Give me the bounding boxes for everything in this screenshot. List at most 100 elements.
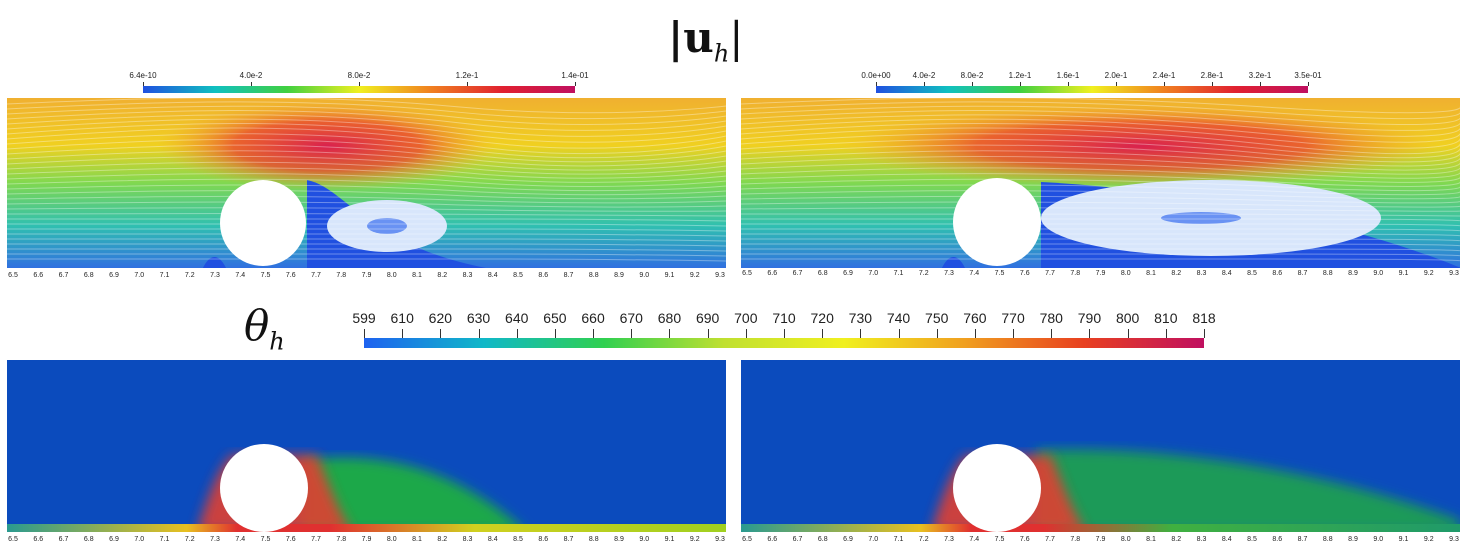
x-axis-tick-label: 6.8	[83, 272, 94, 279]
streamline	[741, 233, 1460, 237]
colorbar-tick-label: 4.0e-2	[239, 71, 263, 80]
streamline	[741, 178, 1460, 192]
streamline	[741, 167, 1460, 183]
streamline	[7, 243, 726, 247]
colorbar-tick-label: 818	[1192, 310, 1216, 326]
x-axis-tick-label: 7.7	[1045, 270, 1055, 277]
x-axis-tick-label: 8.5	[513, 536, 523, 543]
colorbar-tick-mark	[936, 329, 938, 338]
streamline	[741, 218, 1460, 222]
x-axis-tick-label: 8.3	[1196, 270, 1207, 277]
velocity-magnitude-title: |uh|	[668, 12, 743, 79]
colorbar-tick-label: 640	[505, 310, 529, 326]
colorbar-tick-mark	[1013, 329, 1015, 338]
streamline	[741, 101, 1460, 120]
velocity-title-main: |u	[668, 13, 714, 62]
x-axis-tick-label: 8.3	[1196, 536, 1207, 543]
streamline	[741, 98, 1460, 114]
colorbar-tick-label: 720	[810, 310, 834, 326]
x-axis-tick-label: 7.2	[918, 270, 929, 277]
colorbar-tick-label: 780	[1039, 310, 1063, 326]
colorbar-tick-mark	[1051, 329, 1053, 338]
streamline	[741, 150, 1460, 171]
x-axis-tick-label: 8.9	[614, 536, 624, 543]
x-axis-tick-label: 6.6	[33, 536, 44, 543]
temperature-title-main: θ	[244, 301, 270, 350]
x-axis-tick-label: 6.9	[843, 536, 853, 543]
colorbar-tick-label: 750	[925, 310, 949, 326]
colorbar-tick-label: 2.8e-1	[1200, 71, 1224, 80]
streamline	[7, 127, 726, 155]
x-axis-tick-label: 8.7	[1297, 270, 1308, 277]
x-axis-tick-label: 7.4	[235, 536, 246, 543]
streamline	[7, 114, 726, 137]
colorbar-tick-mark	[974, 329, 976, 338]
x-axis-tick-label: 8.8	[588, 536, 599, 543]
x-axis-tick-label: 9.2	[689, 272, 700, 279]
colorbar-tick-label: 6.4e-10	[129, 71, 157, 80]
temperature-panel-right	[741, 360, 1460, 532]
temperature-title-sub: h	[269, 327, 285, 356]
streamline	[741, 118, 1460, 143]
colorbar-tick-mark	[707, 329, 709, 338]
colorbar-tick-label: 710	[772, 310, 796, 326]
streamline	[741, 207, 1460, 212]
x-axis-tick-label: 6.7	[792, 536, 803, 543]
streamline	[741, 122, 1460, 149]
x-axis-tick-label: 7.0	[134, 272, 145, 279]
x-axis-tick-label: 7.7	[311, 536, 321, 543]
x-axis-tick-label: 7.9	[361, 272, 372, 279]
colorbar-tick-label: 8.0e-2	[347, 71, 371, 80]
colorbar-tick-mark	[467, 82, 468, 86]
x-axis-tick-label: 9.3	[715, 272, 725, 279]
temperature-colorbar	[364, 338, 1204, 348]
x-axis-tick-label: 7.6	[1019, 536, 1030, 543]
streamline	[7, 161, 726, 179]
x-axis-tick-label: 9.0	[1373, 270, 1384, 277]
x-axis-tick-label: 6.6	[767, 536, 778, 543]
temperature-field-left	[7, 360, 726, 532]
colorbar-tick-label: 770	[1001, 310, 1025, 326]
x-axis-tick-label: 7.0	[868, 270, 879, 277]
velocity-streamlines-right	[741, 98, 1460, 268]
x-axis-tick-label: 8.2	[1171, 270, 1182, 277]
streamline	[741, 243, 1460, 247]
x-axis-tick-label: 8.2	[437, 536, 448, 543]
streamline	[741, 138, 1460, 163]
x-axis-tick-label: 6.6	[767, 270, 778, 277]
streamline	[7, 98, 726, 114]
colorbar-tick-label: 2.0e-1	[1104, 71, 1128, 80]
streamline	[7, 218, 726, 222]
streamline	[7, 253, 726, 257]
x-axis-tick-label: 8.8	[588, 272, 599, 279]
streamline	[7, 122, 726, 149]
colorbar-tick-label: 690	[695, 310, 720, 326]
streamline	[741, 253, 1460, 257]
streamline	[7, 144, 726, 167]
colorbar-tick-label: 790	[1077, 310, 1102, 326]
x-axis-tick-label: 6.8	[83, 536, 94, 543]
x-axis-tick-label: 8.1	[412, 536, 422, 543]
x-axis-tick-label: 6.7	[58, 536, 69, 543]
x-axis-tick-label: 6.9	[109, 272, 119, 279]
x-axis-tick-label: 8.6	[538, 536, 549, 543]
streamline	[7, 201, 726, 208]
x-axis-tick-label: 7.6	[1019, 270, 1030, 277]
x-axis-tick-label: 8.4	[1221, 270, 1232, 277]
colorbar-tick-mark	[1127, 329, 1129, 338]
colorbar-tick-mark	[1308, 82, 1309, 86]
x-axis-tick-label: 8.9	[1348, 536, 1358, 543]
x-axis-tick-label: 8.7	[563, 536, 574, 543]
x-axis-tick-label: 9.1	[1398, 270, 1409, 277]
x-axis-tick-label: 8.0	[1120, 270, 1131, 277]
x-axis-tick-label: 8.4	[1221, 536, 1232, 543]
streamline	[741, 127, 1460, 155]
cylinder-obstacle	[953, 444, 1041, 532]
x-axis-tick-label: 7.1	[893, 270, 904, 277]
colorbar-tick-mark	[1260, 82, 1261, 86]
colorbar-tick-mark	[440, 329, 442, 338]
x-axis-tick-label: 7.3	[210, 536, 220, 543]
colorbar-tick-mark	[972, 82, 973, 86]
colorbar-tick-label: 700	[734, 310, 758, 326]
colorbar-tick-mark	[860, 329, 862, 338]
